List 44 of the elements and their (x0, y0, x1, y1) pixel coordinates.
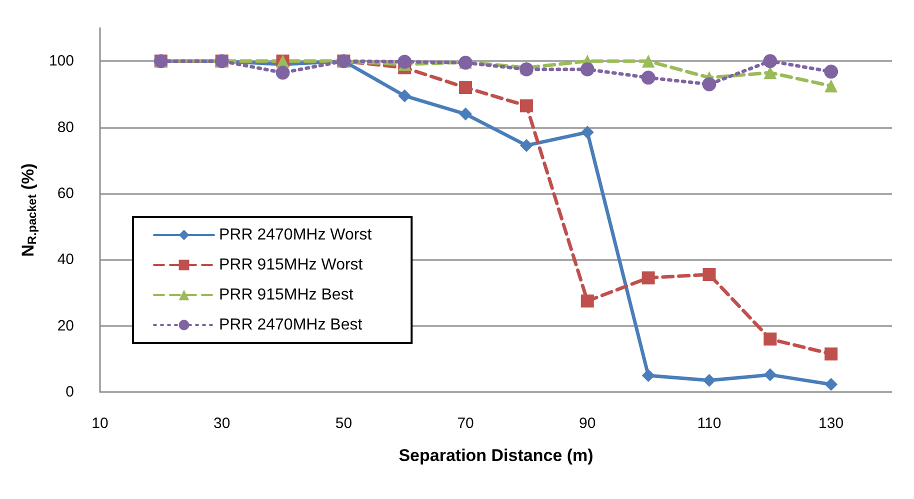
point (764, 332, 777, 346)
legend-label: PRR 915MHz Worst (219, 256, 364, 274)
x-tick-label: 130 (818, 415, 844, 432)
point (580, 294, 594, 308)
point (824, 347, 838, 360)
x-tick-label: 50 (335, 415, 352, 432)
point (824, 378, 838, 391)
point (580, 126, 594, 139)
point (764, 368, 777, 382)
point (641, 70, 656, 85)
x-tick-label: 70 (457, 415, 474, 432)
y-tick-label: 80 (57, 118, 74, 136)
y-axis-title: NR.packet (%) (18, 163, 40, 257)
point (642, 271, 655, 284)
point (642, 54, 655, 68)
point (276, 66, 290, 80)
point (520, 138, 533, 152)
point (398, 54, 412, 69)
x-axis-title: Separation Distance (m) (398, 446, 594, 465)
point (702, 268, 716, 282)
legend-label: PRR 2470MHz Worst (219, 226, 372, 244)
point (520, 99, 533, 112)
point (824, 64, 838, 79)
point (459, 81, 472, 94)
point (702, 374, 716, 387)
x-tick-label: 110 (697, 415, 722, 432)
point (702, 77, 716, 92)
y-tick-label: 20 (57, 317, 74, 334)
point (764, 66, 777, 80)
x-tick-label: 30 (214, 415, 230, 432)
point (763, 54, 778, 68)
y-tick-label: 0 (66, 384, 74, 400)
y-tick-label: 40 (57, 251, 74, 268)
point (398, 89, 412, 102)
point (642, 368, 655, 382)
point (580, 62, 594, 76)
x-tick-label: 90 (579, 415, 596, 432)
point (824, 79, 838, 92)
point (459, 108, 472, 121)
legend-label: PRR 915MHz Best (219, 286, 354, 304)
y-tick-label: 100 (48, 52, 74, 70)
y-tick-label: 60 (57, 184, 74, 202)
x-tick-label: 10 (92, 415, 108, 432)
legend-label: PRR 2470MHz Best (219, 316, 363, 334)
